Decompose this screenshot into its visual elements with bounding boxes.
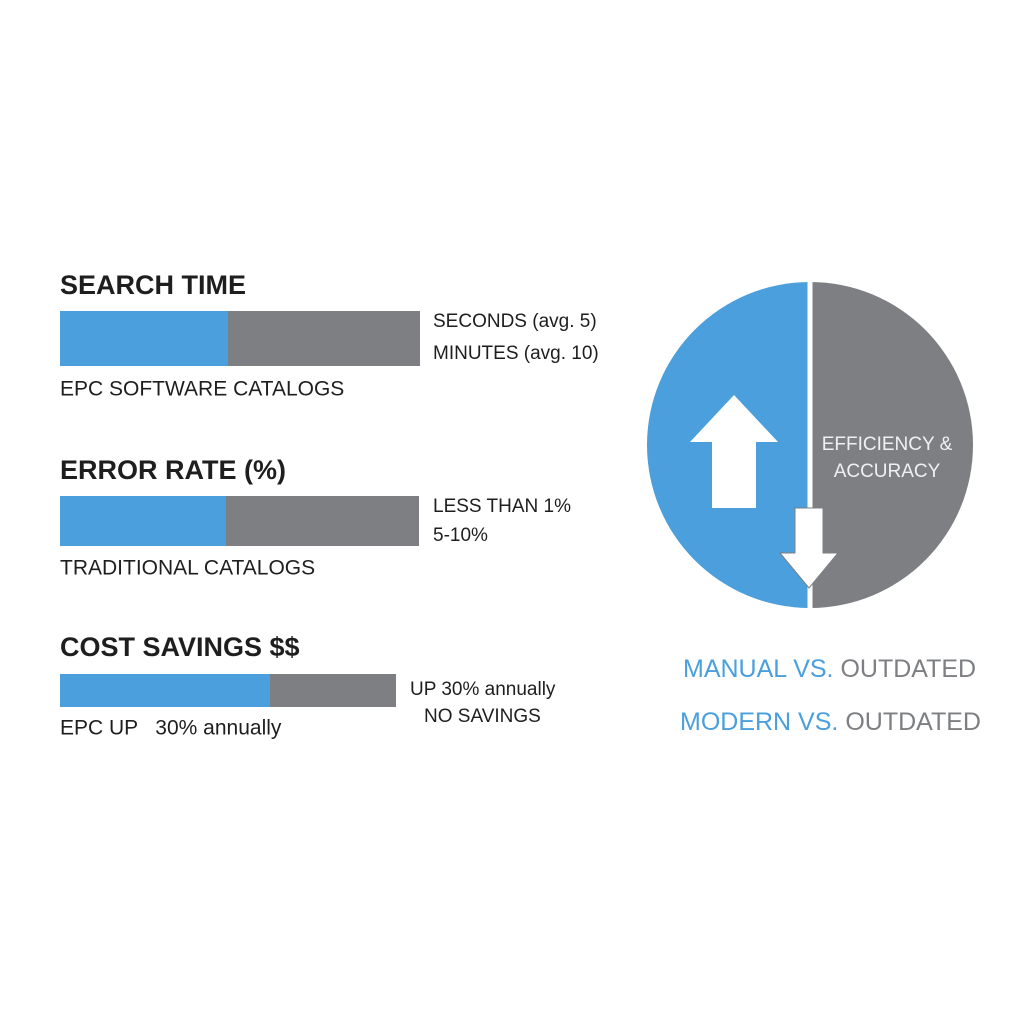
metric-label: UP 30% annually: [410, 679, 556, 700]
metric-label: MINUTES (avg. 10): [433, 343, 599, 364]
metric-caption: EPC UP 30% annually: [60, 717, 282, 740]
metric-title: ERROR RATE (%): [60, 455, 286, 485]
down-arrow: [778, 507, 840, 589]
comparison-a: MODERN VS.: [680, 708, 838, 736]
bar-fill: [60, 674, 270, 707]
metric-title: SEARCH TIME: [60, 270, 246, 300]
metric-title: COST SAVINGS $$: [60, 632, 300, 662]
circle-right: [810, 282, 973, 608]
circle-label: EFFICIENCY &: [822, 434, 953, 455]
metric-label: LESS THAN 1%: [433, 496, 571, 517]
metric-label: 5-10%: [433, 525, 488, 546]
circle-label: ACCURACY: [834, 461, 941, 482]
comparison-b: OUTDATED: [845, 708, 981, 736]
comparison-circle: EFFICIENCY & ACCURACY: [647, 282, 973, 608]
metric-label: NO SAVINGS: [424, 706, 541, 727]
comparison-a: MANUAL VS.: [683, 655, 834, 683]
comparison-line: MANUAL VS. OUTDATED: [683, 655, 976, 683]
metric-caption: EPC SOFTWARE CATALOGS: [60, 378, 344, 401]
bar-fill: [60, 496, 226, 546]
metric-label: SECONDS (avg. 5): [433, 311, 597, 332]
up-arrow: [690, 395, 778, 508]
comparison-b: OUTDATED: [840, 655, 976, 683]
comparison-line: MODERN VS. OUTDATED: [680, 708, 981, 736]
bar-fill: [60, 311, 228, 366]
metric-caption: TRADITIONAL CATALOGS: [60, 557, 315, 580]
